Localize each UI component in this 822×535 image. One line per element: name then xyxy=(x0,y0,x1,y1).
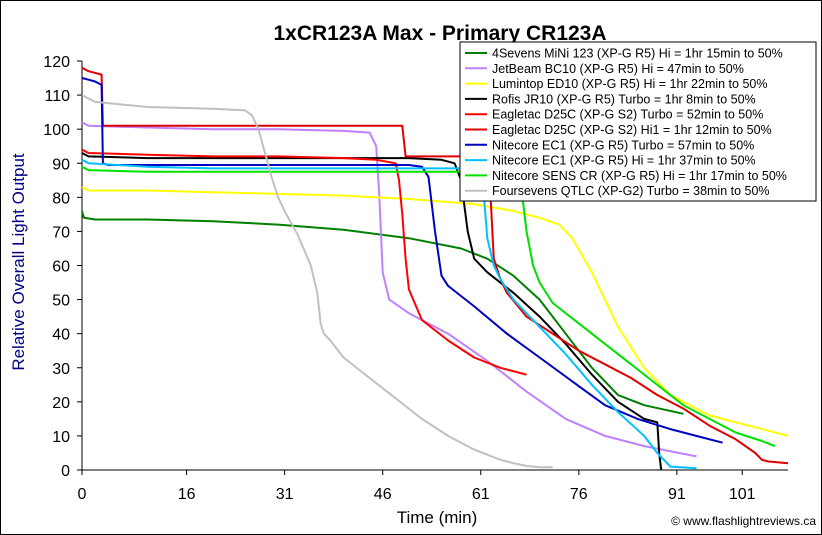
y-tick-label: 60 xyxy=(52,259,70,276)
y-tick-label: 120 xyxy=(43,54,70,71)
series-line-6 xyxy=(81,66,789,465)
y-tick-label: 30 xyxy=(52,361,70,378)
x-tick-label: 0 xyxy=(78,486,87,503)
legend-entry: Eagletac D25C (XP-G S2) Hi1 = 1hr 12min … xyxy=(492,123,772,137)
y-tick-label: 10 xyxy=(52,429,70,446)
legend: 4Sevens MiNi 123 (XP-G R5) Hi = 1hr 15mi… xyxy=(459,41,817,202)
axes xyxy=(77,60,788,475)
x-tick-label: 46 xyxy=(374,486,392,503)
x-tick-label: 16 xyxy=(178,486,196,503)
y-tick-label: 40 xyxy=(52,327,70,344)
y-tick-label: 70 xyxy=(52,224,70,241)
legend-entry: Foursevens QTLC (XP-G2) Turbo = 38min to… xyxy=(492,184,770,198)
series-line-1 xyxy=(81,210,684,415)
y-axis-label: Relative Overall Light Output xyxy=(9,153,28,371)
y-tick-label: 100 xyxy=(43,122,70,139)
y-tick-label: 50 xyxy=(52,293,70,310)
series-line-10 xyxy=(81,94,553,469)
legend-entry: Nitecore SENS CR (XP-G R5) Hi = 1hr 17mi… xyxy=(492,169,787,183)
legend-entry: Eagletac D25C (XP-G S2) Turbo = 52min to… xyxy=(492,108,763,122)
legend-entry: Lumintop ED10 (XP-G R5) Hi = 1hr 22min t… xyxy=(492,77,767,91)
x-tick-label: 101 xyxy=(729,486,756,503)
credit-text: © www.flashlightreviews.ca xyxy=(671,514,816,528)
y-tick-labels: 0 10 20 30 40 50 60 70 80 90 100 110 120 xyxy=(43,54,70,480)
plot-lines xyxy=(81,66,789,471)
series-line-9 xyxy=(81,165,776,448)
series-line-2 xyxy=(81,121,697,458)
y-tick-label: 0 xyxy=(61,463,70,480)
y-tick-label: 20 xyxy=(52,395,70,412)
legend-entry: 4Sevens MiNi 123 (XP-G R5) Hi = 1hr 15mi… xyxy=(492,47,783,61)
y-tick-label: 80 xyxy=(52,190,70,207)
legend-box xyxy=(459,41,817,202)
y-tick-label: 90 xyxy=(52,156,70,173)
legend-entry: Nitecore EC1 (XP-G R5) Hi = 1hr 37min to… xyxy=(492,154,756,168)
y-tick-label: 110 xyxy=(44,88,70,105)
legend-entry: Nitecore EC1 (XP-G R5) Turbo = 57min to … xyxy=(492,138,754,152)
series-line-8 xyxy=(81,158,697,470)
x-tick-label: 91 xyxy=(668,486,686,503)
x-tick-labels: 0 16 31 46 61 76 91 101 xyxy=(78,486,756,503)
x-tick-label: 31 xyxy=(276,486,294,503)
legend-entry: Rofis JR10 (XP-G R5) Turbo = 1hr 8min to… xyxy=(492,92,756,106)
x-axis-label: Time (min) xyxy=(397,508,478,527)
x-tick-label: 61 xyxy=(472,486,490,503)
x-tick-label: 76 xyxy=(570,486,588,503)
chart-title: 1xCR123A Max - Primary CR123A xyxy=(273,22,606,45)
legend-entry: JetBeam BC10 (XP-G R5) Hi = 47min to 50% xyxy=(492,62,744,76)
series-line-4 xyxy=(81,152,663,471)
